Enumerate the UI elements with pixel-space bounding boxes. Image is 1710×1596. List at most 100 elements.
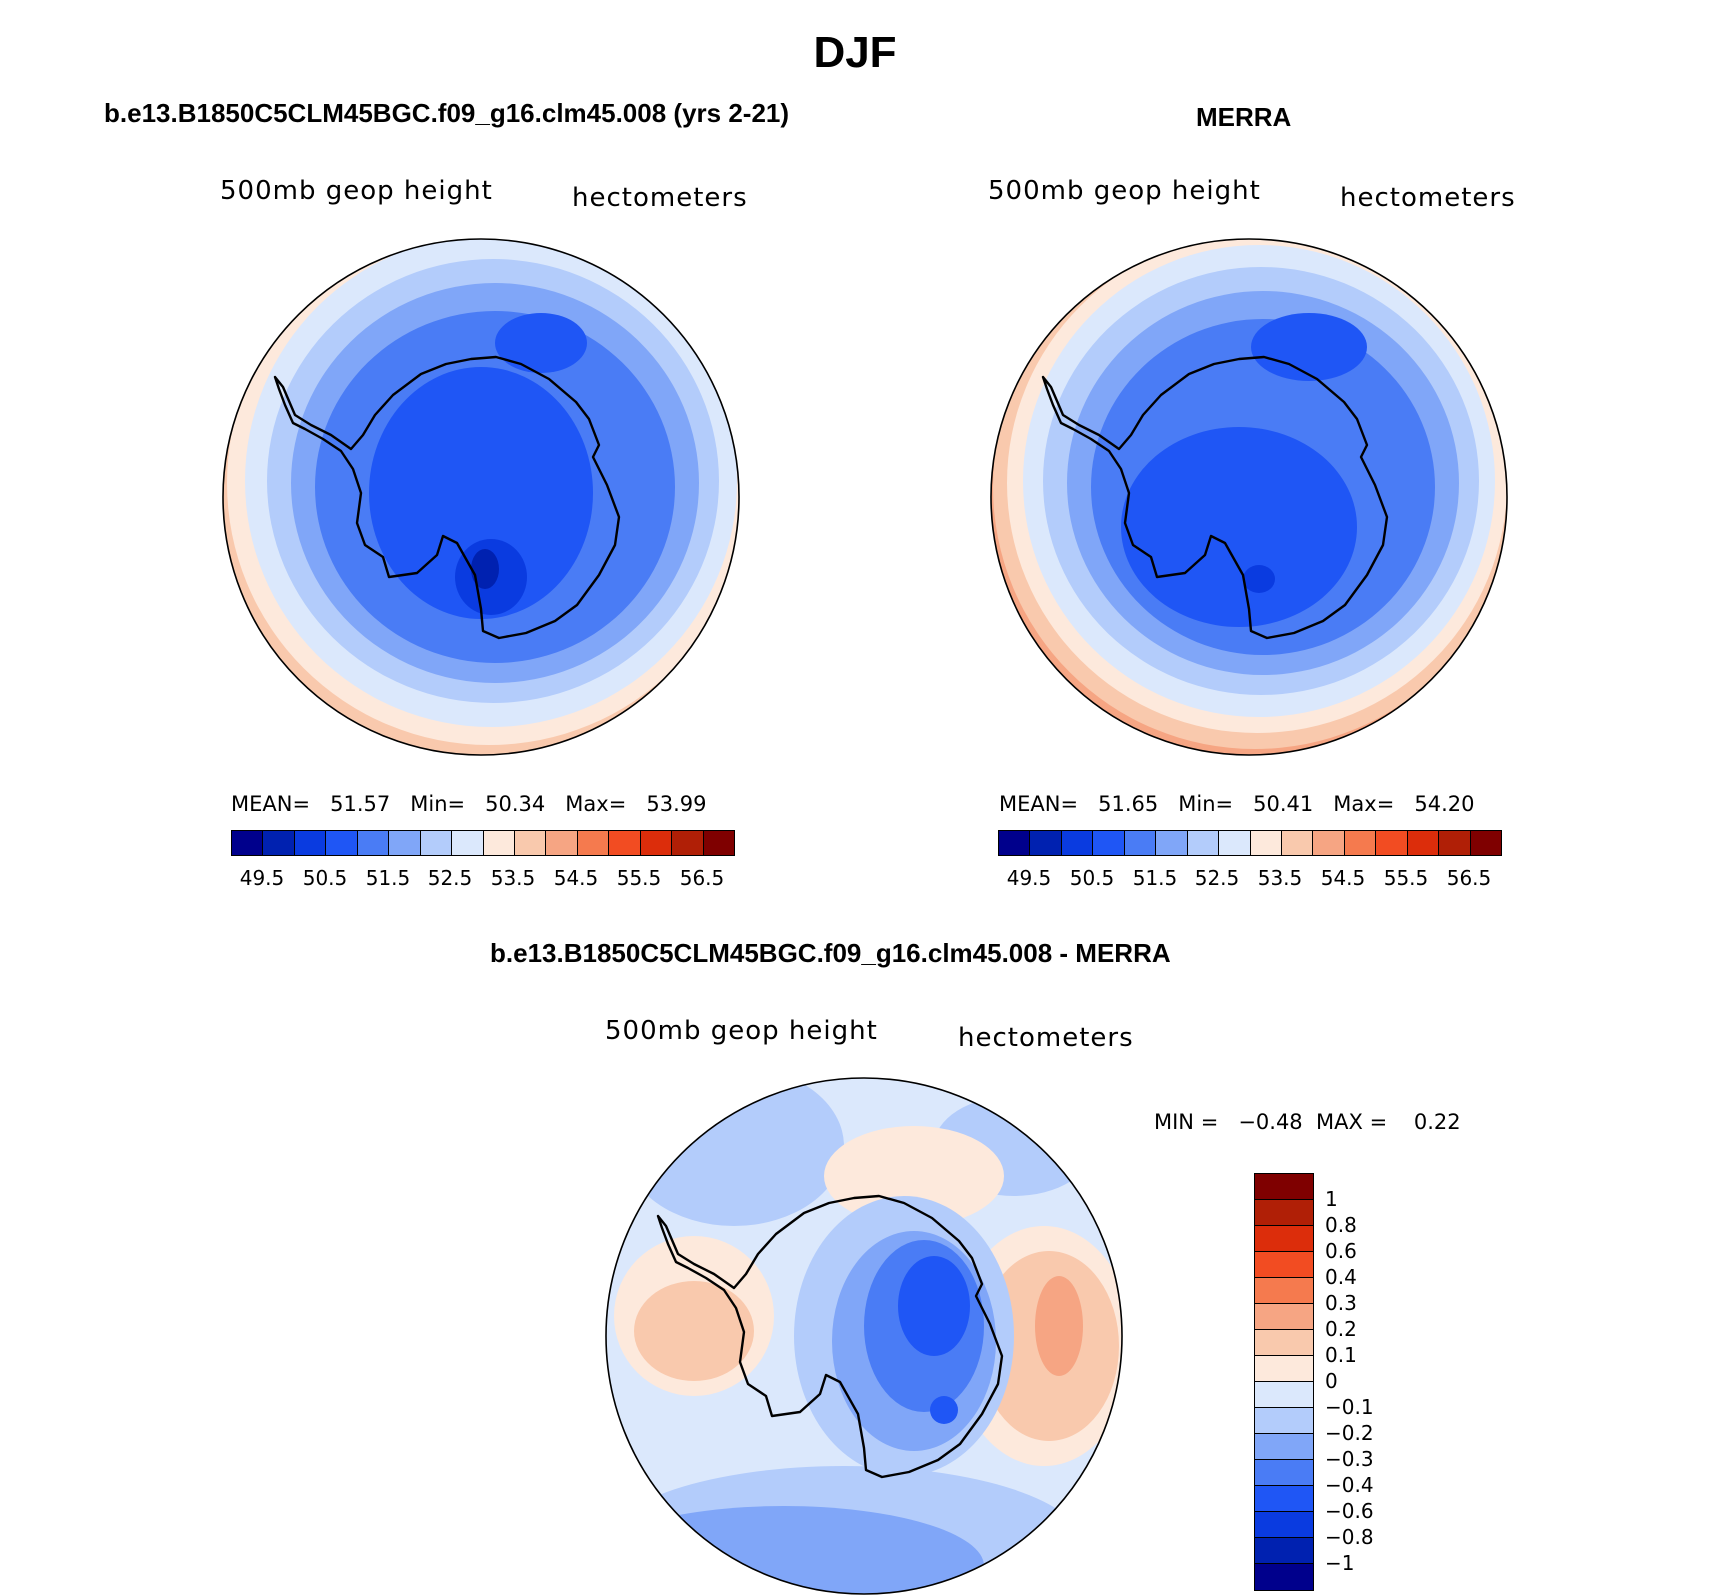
contour-band — [1035, 1276, 1083, 1376]
panel-merra-title: MERRA — [1196, 102, 1292, 132]
colorbar-swatch — [263, 831, 295, 855]
colorbar-tick-label: 51.5 — [1132, 866, 1178, 890]
panel-diff-minmax: MIN = −0.48 MAX = 0.22 — [1154, 1110, 1461, 1134]
model-polar-map — [222, 238, 740, 756]
colorbar-tick-label: 52.5 — [427, 866, 473, 890]
colorbar-tick-label: 54.5 — [1320, 866, 1366, 890]
colorbar-swatch — [483, 831, 515, 855]
colorbar-swatch — [1156, 831, 1188, 855]
colorbar-swatch — [1313, 831, 1345, 855]
contour-band — [495, 313, 587, 373]
contour-band — [898, 1256, 970, 1356]
colorbar-swatch — [1219, 831, 1251, 855]
colorbar-swatch — [1255, 1356, 1313, 1382]
panel-diff-colorbar — [1254, 1173, 1314, 1591]
colorbar-swatch — [420, 831, 453, 855]
colorbar-swatch — [1255, 1330, 1313, 1356]
colorbar-swatch — [546, 831, 578, 855]
colorbar-tick-label: 0.1 — [1325, 1343, 1357, 1367]
colorbar-swatch — [609, 831, 641, 855]
colorbar-swatch — [389, 831, 421, 855]
contour-band — [369, 367, 593, 619]
contour-band — [1121, 427, 1357, 627]
colorbar-swatch — [1255, 1538, 1313, 1564]
panel-diff-variable: 500mb geop height — [605, 1016, 878, 1046]
colorbar-tick-label: 0.6 — [1325, 1239, 1357, 1263]
colorbar-swatch — [294, 831, 327, 855]
panel-model-variable: 500mb geop height — [220, 176, 493, 206]
colorbar-tick-label: −0.4 — [1325, 1473, 1374, 1497]
colorbar-tick-label: 55.5 — [616, 866, 662, 890]
colorbar-tick-label: 56.5 — [679, 866, 725, 890]
colorbar-swatch — [1255, 1200, 1313, 1226]
colorbar-swatch — [703, 831, 734, 855]
panel-model-colorbar — [231, 830, 735, 856]
colorbar-tick-label: 49.5 — [239, 866, 285, 890]
colorbar-swatch — [672, 831, 704, 855]
colorbar-swatch — [640, 831, 673, 855]
contour-band — [1243, 565, 1275, 593]
panel-merra-stats: MEAN= 51.65 Min= 50.41 Max= 54.20 — [999, 792, 1475, 816]
colorbar-tick-label: −0.2 — [1325, 1421, 1374, 1445]
contour-band — [1251, 313, 1367, 381]
colorbar-swatch — [1439, 831, 1471, 855]
diff-polar-map — [605, 1077, 1123, 1595]
colorbar-swatch — [1470, 831, 1501, 855]
colorbar-swatch — [232, 831, 264, 855]
colorbar-swatch — [1255, 1408, 1313, 1434]
contour-band — [634, 1281, 754, 1381]
colorbar-swatch — [357, 831, 390, 855]
panel-diff-units: hectometers — [958, 1023, 1134, 1053]
colorbar-swatch — [1255, 1382, 1313, 1408]
colorbar-swatch — [1255, 1564, 1313, 1590]
colorbar-swatch — [1376, 831, 1408, 855]
colorbar-swatch — [1061, 831, 1094, 855]
colorbar-tick-label: 0.2 — [1325, 1317, 1357, 1341]
colorbar-swatch — [577, 831, 610, 855]
colorbar-tick-label: 55.5 — [1383, 866, 1429, 890]
colorbar-tick-label: 56.5 — [1446, 866, 1492, 890]
colorbar-swatch — [1030, 831, 1062, 855]
colorbar-tick-label: −0.8 — [1325, 1525, 1374, 1549]
colorbar-swatch — [452, 831, 484, 855]
merra-polar-map — [990, 238, 1508, 756]
colorbar-swatch — [1255, 1486, 1313, 1512]
colorbar-tick-label: −0.1 — [1325, 1395, 1374, 1419]
panel-model-title: b.e13.B1850C5CLM45BGC.f09_g16.clm45.008 … — [104, 98, 790, 128]
colorbar-tick-label: 0 — [1325, 1369, 1338, 1393]
colorbar-swatch — [514, 831, 547, 855]
colorbar-swatch — [1255, 1226, 1313, 1252]
colorbar-swatch — [1407, 831, 1440, 855]
colorbar-tick-label: 53.5 — [1257, 866, 1303, 890]
panel-merra-variable: 500mb geop height — [988, 176, 1261, 206]
colorbar-tick-label: 0.8 — [1325, 1213, 1357, 1237]
colorbar-swatch — [1124, 831, 1157, 855]
colorbar-tick-label: 52.5 — [1194, 866, 1240, 890]
contour-band — [930, 1396, 958, 1424]
colorbar-tick-label: 0.3 — [1325, 1291, 1357, 1315]
colorbar-tick-label: 50.5 — [302, 866, 348, 890]
colorbar-swatch — [326, 831, 358, 855]
colorbar-swatch — [1255, 1434, 1313, 1460]
panel-diff-title: b.e13.B1850C5CLM45BGC.f09_g16.clm45.008 … — [490, 938, 1171, 968]
panel-merra-units: hectometers — [1340, 183, 1516, 213]
colorbar-tick-label: −1 — [1325, 1551, 1355, 1575]
colorbar-tick-label: 0.4 — [1325, 1265, 1357, 1289]
colorbar-swatch — [1255, 1252, 1313, 1278]
colorbar-tick-label: −0.6 — [1325, 1499, 1374, 1523]
colorbar-swatch — [1187, 831, 1220, 855]
colorbar-tick-label: −0.3 — [1325, 1447, 1374, 1471]
colorbar-swatch — [1255, 1278, 1313, 1304]
colorbar-swatch — [1255, 1174, 1313, 1200]
contour-band — [471, 549, 499, 589]
colorbar-swatch — [1250, 831, 1282, 855]
figure-title: DJF — [813, 28, 897, 77]
colorbar-swatch — [1093, 831, 1125, 855]
colorbar-swatch — [1281, 831, 1314, 855]
colorbar-swatch — [999, 831, 1031, 855]
colorbar-tick-label: 53.5 — [490, 866, 536, 890]
colorbar-tick-label: 51.5 — [365, 866, 411, 890]
colorbar-swatch — [1344, 831, 1377, 855]
contour-band — [824, 1126, 1004, 1226]
colorbar-tick-label: 1 — [1325, 1187, 1338, 1211]
